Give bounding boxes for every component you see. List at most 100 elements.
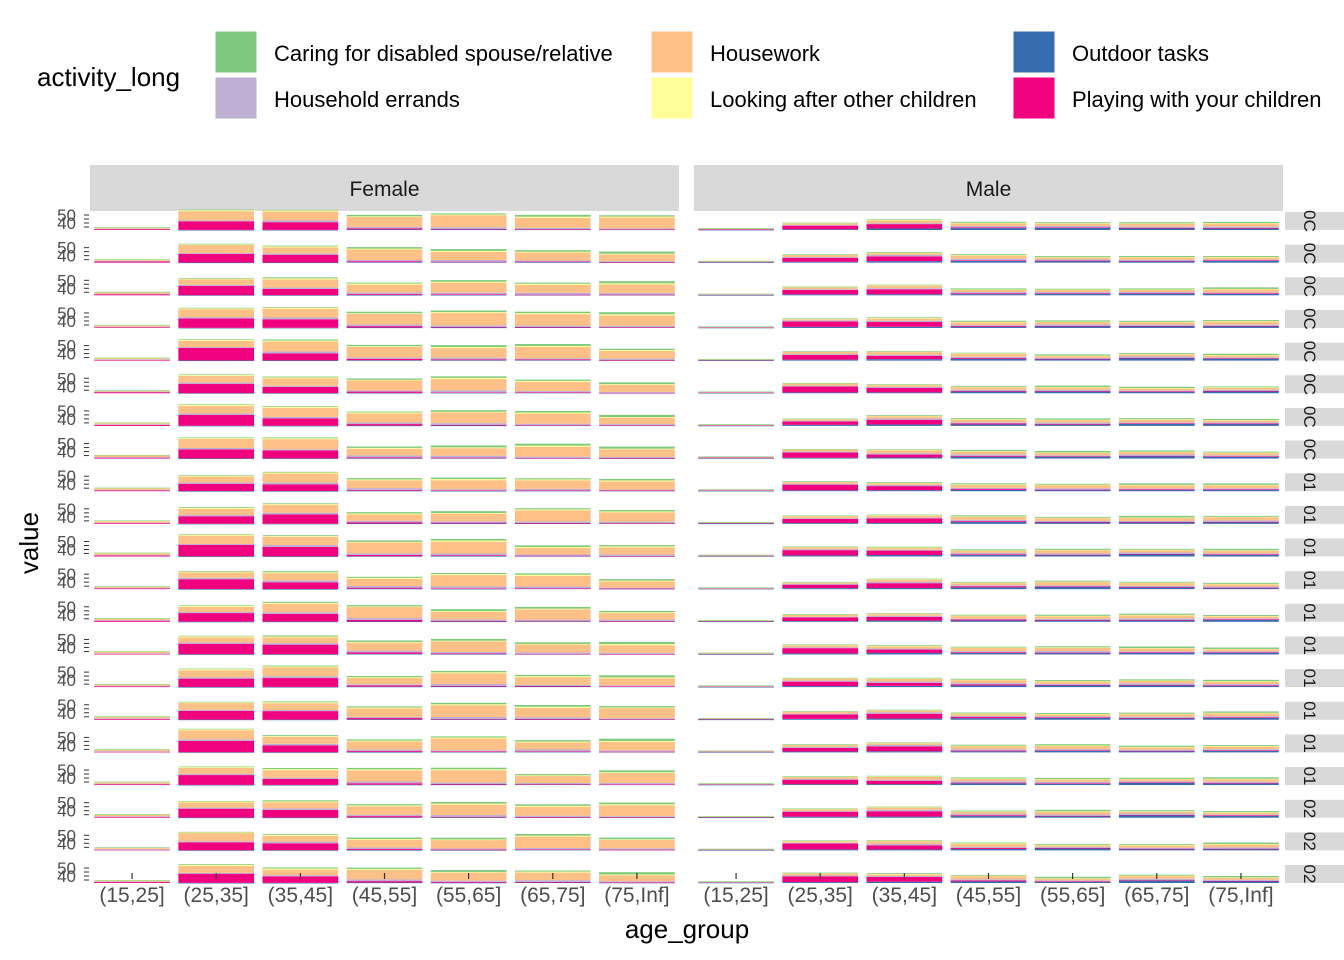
bar-segment [430, 801, 507, 804]
bar-segment [262, 800, 339, 802]
bar-segment [698, 458, 774, 459]
bar-segment [262, 377, 339, 379]
bar-segment [94, 814, 170, 817]
bar-segment [866, 318, 943, 319]
row-strip-label: 01 [1300, 603, 1319, 622]
bar-segment [1118, 847, 1195, 849]
bar-segment [178, 449, 255, 459]
bar-segment [698, 816, 774, 817]
bar-segment [430, 377, 507, 380]
bar-segment [782, 784, 859, 786]
x-tick-label: (45,55] [352, 884, 417, 907]
bar-segment [1118, 813, 1195, 815]
bar-segment [1118, 291, 1195, 294]
bar-segment [346, 228, 423, 230]
bar-segment [262, 351, 339, 354]
bar-segment [262, 253, 339, 255]
bar-segment [1118, 712, 1195, 714]
bar-segment [430, 480, 507, 490]
bar-segment [866, 285, 943, 289]
bar-segment [94, 294, 170, 296]
bar-segment [430, 588, 507, 590]
bar-segment [1034, 293, 1111, 294]
y-tick-label: 40 [57, 671, 76, 690]
bar-segment [94, 259, 170, 260]
bar-segment [346, 806, 423, 815]
bar-segment [866, 317, 943, 319]
bar-segment [1203, 520, 1279, 522]
bar-segment [698, 425, 774, 427]
bar-segment [1203, 779, 1279, 782]
bar-segment [430, 555, 507, 557]
bar-segment [866, 685, 943, 688]
bar-segment [1034, 260, 1111, 263]
row-strip-label: 0C [1300, 406, 1319, 428]
bar-segment [599, 351, 675, 359]
bar-segment [599, 773, 675, 783]
bar-segment [1203, 223, 1279, 224]
bar-segment [599, 414, 675, 418]
bar-segment [782, 555, 859, 557]
bar-segment [514, 284, 591, 293]
bar-segment [698, 521, 774, 523]
bar-segment [599, 512, 675, 522]
bar-segment [430, 621, 507, 623]
bar-segment [262, 710, 339, 712]
bar-segment [514, 346, 591, 359]
bar-segment [1118, 684, 1195, 686]
bar-segment [430, 521, 507, 523]
bar-segment [866, 744, 943, 747]
bar-segment [514, 573, 591, 575]
bar-segment [1034, 456, 1111, 457]
bar-segment [1118, 325, 1195, 328]
bar-segment [94, 781, 170, 783]
bar-segment [1034, 488, 1111, 490]
bar-segment [514, 784, 591, 785]
bar-segment [262, 439, 339, 450]
bar-segment [430, 783, 507, 785]
bar-segment [866, 881, 943, 883]
bar-segment [1203, 586, 1279, 588]
bar-segment [1034, 586, 1111, 590]
bar-segment [430, 574, 507, 576]
x-tick-label: (35,45] [268, 884, 333, 907]
bar-segment [94, 292, 170, 294]
bar-segment [950, 813, 1027, 816]
bar-segment [599, 281, 675, 284]
bar-segment [514, 849, 591, 851]
bar-segment [1034, 256, 1111, 258]
bar-segment [599, 555, 675, 557]
bar-segment [866, 779, 943, 781]
bar-segment [866, 288, 943, 290]
bar-segment [599, 678, 675, 686]
facet-strips: Female Male0C0C0C0C0C0C0C0C01010101010101… [90, 165, 1344, 883]
bar-segment [950, 816, 1027, 818]
bar-segment [1034, 848, 1111, 851]
bar-segment [178, 534, 255, 535]
bar-segment [866, 392, 943, 394]
row-strip [1285, 440, 1344, 459]
bar-segment [178, 374, 255, 376]
bar-segment [1203, 550, 1279, 554]
bar-segment [599, 613, 675, 620]
bar-segment [1203, 777, 1279, 779]
bar-segment [178, 654, 255, 655]
bar-segment [94, 814, 170, 815]
bar-segment [346, 379, 423, 381]
bar-segment [1118, 489, 1195, 491]
bar-segment [178, 507, 255, 508]
bar-segment [430, 513, 507, 522]
bar-segment [782, 289, 859, 295]
bar-segment [262, 770, 339, 778]
legend-label: Playing with your children [1072, 87, 1321, 112]
bar-segment [178, 802, 255, 808]
bar-segment [94, 847, 170, 848]
bar-segment [346, 259, 423, 262]
bar-segment [950, 450, 1027, 452]
bar-segment [94, 390, 170, 391]
bar-segment [94, 260, 170, 262]
bar-segment [1203, 516, 1279, 518]
bar-segment [430, 445, 507, 448]
bar-segment [262, 665, 339, 667]
bar-segment [346, 685, 423, 687]
